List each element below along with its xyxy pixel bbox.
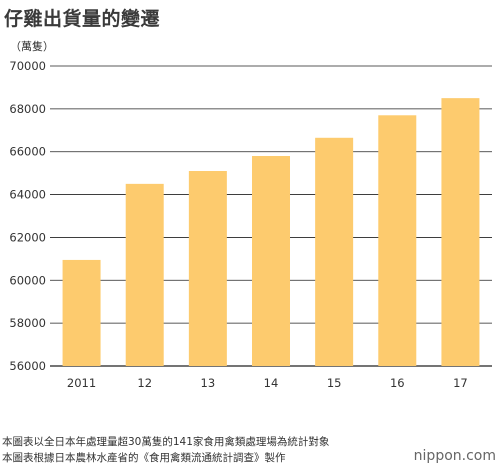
x-tick-label: 13 <box>201 376 216 390</box>
chart-title: 仔雞出貨量的變遷 <box>4 8 161 30</box>
y-axis-unit-label: （萬隻） <box>10 40 54 53</box>
y-tick-label: 68000 <box>9 102 46 116</box>
x-tick-label: 12 <box>137 376 152 390</box>
bar-15 <box>315 137 354 366</box>
x-tick-label: 17 <box>453 376 468 390</box>
x-tick-label: 14 <box>264 376 279 390</box>
bar-17 <box>441 98 480 367</box>
y-tick-label: 64000 <box>9 188 46 202</box>
bar-13 <box>188 171 227 366</box>
bar-2011 <box>62 259 101 366</box>
footnote-scope: 本圖表以全日本年處理量超30萬隻的141家食用禽類處理場為統計對象 <box>2 436 330 448</box>
x-tick-label: 15 <box>327 376 342 390</box>
bar-14 <box>252 156 290 366</box>
bar-16 <box>378 115 417 367</box>
x-tick-label: 2011 <box>67 376 96 390</box>
brand-logo[interactable]: nippon.com <box>414 448 496 464</box>
y-tick-label: 58000 <box>9 316 46 330</box>
y-tick-label: 62000 <box>9 230 46 244</box>
y-tick-label: 66000 <box>9 145 46 159</box>
y-tick-label: 56000 <box>9 359 46 373</box>
x-tick-label: 16 <box>390 376 405 390</box>
brand-name: nippon.com <box>413 448 496 464</box>
footnote-source: 本圖表根據日本農林水產省的《食用禽類流通統計調查》製作 <box>2 452 286 464</box>
y-tick-label: 70000 <box>9 59 46 73</box>
y-tick-label: 60000 <box>9 273 46 287</box>
bar-chart: 56000 58000 60000 62000 64000 66000 68000 70000… <box>9 59 492 390</box>
bar-12 <box>125 183 164 366</box>
